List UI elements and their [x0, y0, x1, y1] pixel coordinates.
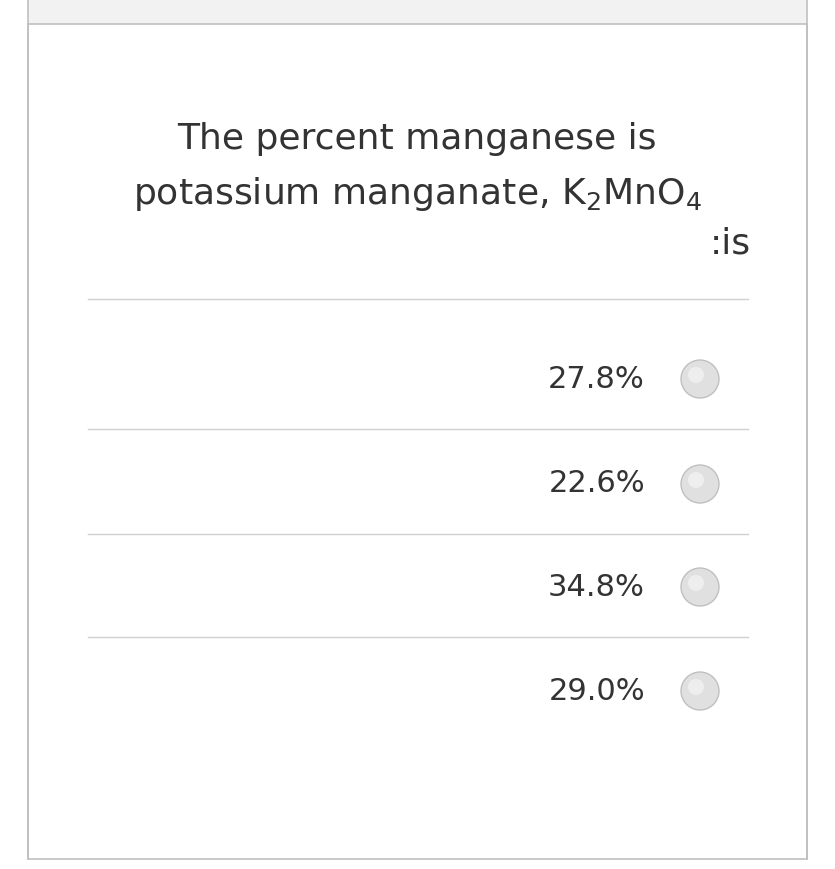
Text: :is: :is — [710, 227, 751, 261]
Circle shape — [688, 472, 704, 488]
Circle shape — [688, 679, 704, 695]
Text: potassium manganate, K$_2$MnO$_4$: potassium manganate, K$_2$MnO$_4$ — [133, 175, 701, 213]
Circle shape — [681, 568, 719, 606]
Text: 22.6%: 22.6% — [549, 469, 645, 499]
Circle shape — [681, 360, 719, 398]
Circle shape — [681, 672, 719, 710]
Text: The percent manganese is: The percent manganese is — [177, 122, 657, 156]
FancyBboxPatch shape — [28, 24, 807, 859]
Circle shape — [681, 465, 719, 503]
Text: 29.0%: 29.0% — [549, 676, 645, 706]
Text: 34.8%: 34.8% — [548, 573, 645, 601]
Text: 27.8%: 27.8% — [549, 364, 645, 394]
Circle shape — [688, 575, 704, 591]
FancyBboxPatch shape — [28, 0, 807, 24]
Circle shape — [688, 367, 704, 383]
